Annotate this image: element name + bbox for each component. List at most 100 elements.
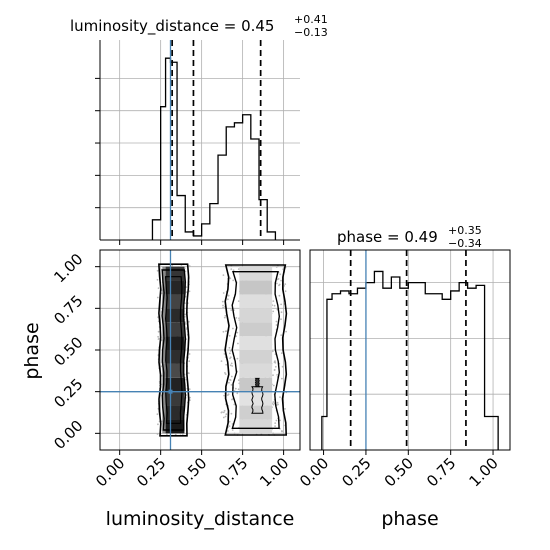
density-cell [239, 294, 273, 309]
sample-point [232, 269, 235, 272]
sample-point [223, 316, 226, 319]
sample-point [181, 433, 184, 435]
tick-marks [95, 77, 285, 245]
x-tick-labels: 0.00 0.25 0.50 0.75 1.00 [296, 454, 502, 490]
contour-mid [231, 271, 281, 429]
panel-phase-marginal: 0.00 0.25 0.50 0.75 1.00 phase = 0.49 +0.35 … [296, 224, 511, 530]
x-tick-label: 1.00 [256, 454, 292, 490]
title-lower-error: −0.13 [294, 26, 328, 39]
sample-point [224, 314, 227, 317]
sample-point [156, 296, 159, 299]
sample-point [272, 403, 275, 406]
sample-point [275, 324, 278, 326]
sample-point [185, 378, 187, 381]
contour-mid [161, 269, 187, 431]
sample-point [236, 331, 239, 334]
sample-point [224, 415, 227, 418]
axis-frame [99, 40, 300, 241]
sample-point [157, 338, 160, 340]
contour-lines [158, 263, 288, 437]
density-cell [239, 308, 273, 323]
sample-point [184, 323, 187, 325]
sample-point [225, 363, 228, 366]
sample-point [229, 378, 232, 381]
contour-island [254, 377, 260, 388]
sample-point [222, 274, 225, 276]
sample-point [230, 268, 233, 270]
sample-point [222, 292, 225, 294]
sample-point [283, 285, 285, 287]
sample-point [284, 290, 287, 293]
sample-point [280, 352, 283, 355]
sample-point [279, 396, 281, 398]
density-cell [239, 280, 273, 295]
sample-point [230, 384, 233, 386]
sample-point [274, 425, 276, 427]
sample-point [279, 273, 282, 276]
density-cell [239, 322, 273, 337]
sample-point [274, 422, 277, 424]
contour-outer [158, 263, 190, 437]
sample-point [221, 411, 223, 413]
sample-point [232, 327, 234, 330]
sample-point [276, 374, 278, 376]
tick-marks [95, 266, 285, 455]
sample-point [225, 330, 228, 333]
title-value: 0.49 [404, 228, 437, 246]
sample-point [278, 294, 281, 297]
density-cell [239, 336, 273, 350]
sample-point [227, 294, 230, 297]
sample-point [231, 365, 234, 367]
sample-point [237, 388, 240, 391]
tick-marks [323, 450, 494, 455]
sample-point [157, 423, 159, 426]
sample-point [275, 282, 278, 285]
sample-point [223, 409, 226, 412]
sample-point [284, 283, 287, 285]
sample-point [280, 279, 282, 282]
truth-crosshair [100, 250, 300, 450]
x-tick-label: 0.00 [92, 454, 128, 490]
sample-point [272, 384, 275, 387]
title-upper-error: +0.41 [294, 13, 328, 26]
x-tick-label: 0.75 [423, 454, 459, 490]
sample-point [280, 311, 283, 314]
contour-inner [164, 276, 183, 424]
sample-point [272, 401, 275, 403]
sample-point [225, 413, 228, 416]
density-cell [239, 363, 273, 378]
density-cell [162, 391, 166, 406]
sample-point [237, 342, 239, 345]
sample-point [275, 266, 278, 268]
sample-point [271, 350, 274, 353]
x-tick-label: 0.50 [381, 454, 417, 490]
contour-island [251, 386, 264, 414]
sample-point [235, 317, 238, 319]
title-param: phase [337, 228, 382, 246]
sample-point [229, 352, 231, 355]
sample-point [233, 432, 236, 435]
panel-luminosity-distance-marginal: luminosity_distance = 0.45 +0.41 −0.13 [70, 13, 328, 245]
title-param: luminosity_distance [70, 17, 219, 36]
sample-point [228, 425, 231, 427]
sample-point [273, 369, 276, 371]
contour-outer [224, 264, 288, 436]
y-tick-label: 0.00 [50, 417, 86, 453]
sample-point [281, 430, 283, 432]
sample-point [223, 353, 226, 355]
sample-point [279, 419, 281, 422]
sample-point [188, 353, 191, 355]
sample-point [285, 330, 287, 333]
sample-point [187, 372, 190, 375]
sample-point [156, 278, 159, 281]
sample-point [222, 304, 224, 307]
sample-point [272, 374, 274, 377]
sample-point [229, 277, 232, 280]
sample-point [280, 318, 282, 321]
y-tick-label: 0.50 [50, 333, 86, 369]
sample-point [220, 360, 223, 362]
histogram [151, 57, 277, 240]
x-tick-label: 1.00 [466, 454, 502, 490]
sample-point [231, 429, 234, 431]
